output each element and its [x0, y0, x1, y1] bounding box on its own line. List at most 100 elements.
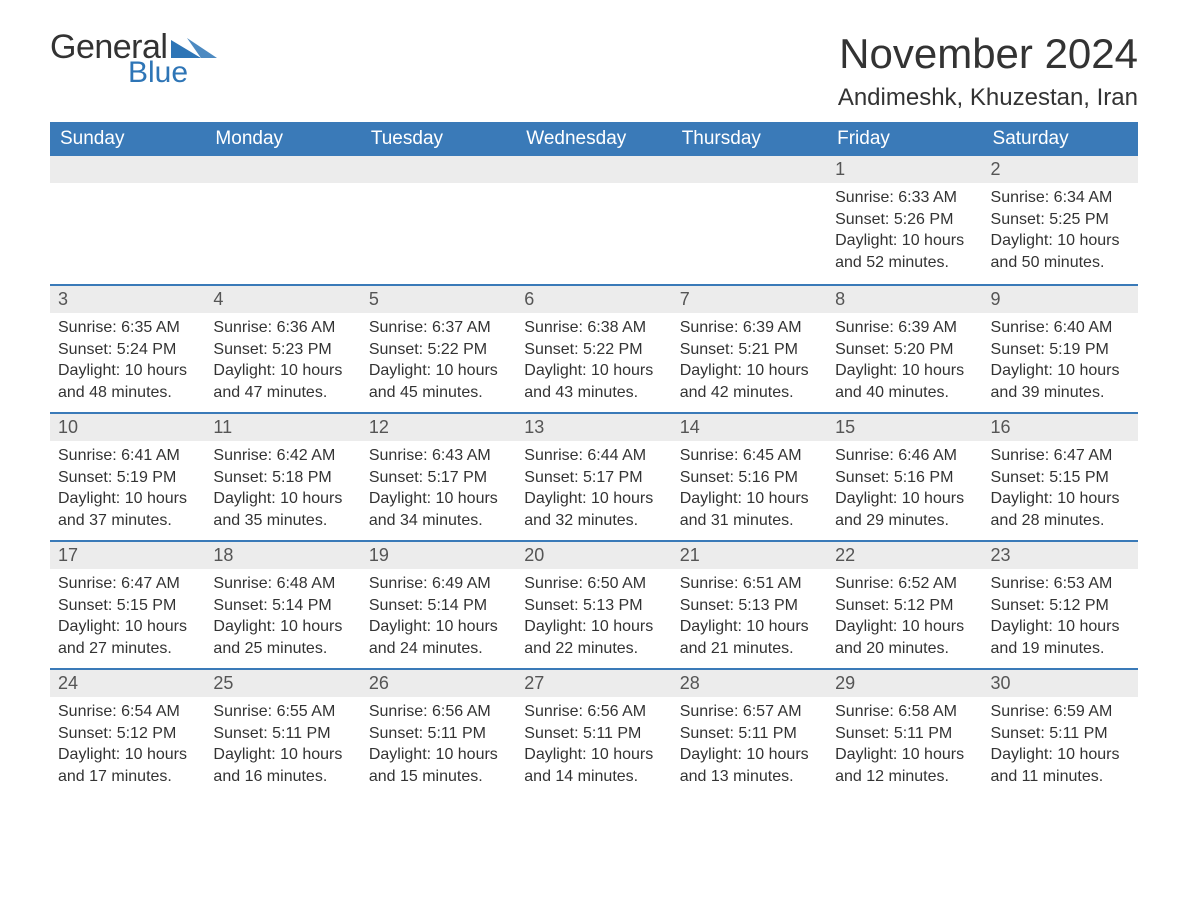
sunset-text: Sunset: 5:15 PM — [991, 467, 1130, 489]
day-details: Sunrise: 6:33 AMSunset: 5:26 PMDaylight:… — [827, 183, 982, 281]
daylight-text-line2: and 12 minutes. — [835, 766, 974, 788]
day-details: Sunrise: 6:49 AMSunset: 5:14 PMDaylight:… — [361, 569, 516, 667]
empty-day — [516, 156, 671, 183]
sunrise-text: Sunrise: 6:57 AM — [680, 701, 819, 723]
day-number: 21 — [672, 540, 827, 569]
sunrise-text: Sunrise: 6:38 AM — [524, 317, 663, 339]
daylight-text-line1: Daylight: 10 hours — [991, 616, 1130, 638]
weekday-header: Monday — [205, 122, 360, 156]
sunrise-text: Sunrise: 6:48 AM — [213, 573, 352, 595]
sunrise-text: Sunrise: 6:45 AM — [680, 445, 819, 467]
day-details: Sunrise: 6:52 AMSunset: 5:12 PMDaylight:… — [827, 569, 982, 667]
daylight-text-line2: and 48 minutes. — [58, 382, 197, 404]
sunset-text: Sunset: 5:11 PM — [991, 723, 1130, 745]
calendar-cell — [50, 156, 205, 284]
sunrise-text: Sunrise: 6:55 AM — [213, 701, 352, 723]
month-title: November 2024 — [838, 30, 1138, 78]
daylight-text-line1: Daylight: 10 hours — [835, 744, 974, 766]
calendar-cell: 5Sunrise: 6:37 AMSunset: 5:22 PMDaylight… — [361, 284, 516, 412]
day-details: Sunrise: 6:58 AMSunset: 5:11 PMDaylight:… — [827, 697, 982, 795]
daylight-text-line1: Daylight: 10 hours — [680, 488, 819, 510]
calendar-cell: 21Sunrise: 6:51 AMSunset: 5:13 PMDayligh… — [672, 540, 827, 668]
sunrise-text: Sunrise: 6:56 AM — [524, 701, 663, 723]
daylight-text-line1: Daylight: 10 hours — [524, 616, 663, 638]
day-number: 24 — [50, 668, 205, 697]
day-number: 26 — [361, 668, 516, 697]
daylight-text-line2: and 16 minutes. — [213, 766, 352, 788]
daylight-text-line2: and 14 minutes. — [524, 766, 663, 788]
day-number: 3 — [50, 284, 205, 313]
day-number: 1 — [827, 156, 982, 183]
sunset-text: Sunset: 5:17 PM — [369, 467, 508, 489]
empty-day — [50, 156, 205, 183]
sunset-text: Sunset: 5:11 PM — [680, 723, 819, 745]
calendar-cell: 4Sunrise: 6:36 AMSunset: 5:23 PMDaylight… — [205, 284, 360, 412]
sunrise-text: Sunrise: 6:47 AM — [58, 573, 197, 595]
calendar-cell: 30Sunrise: 6:59 AMSunset: 5:11 PMDayligh… — [983, 668, 1138, 796]
calendar-cell — [205, 156, 360, 284]
weekday-header: Friday — [827, 122, 982, 156]
daylight-text-line1: Daylight: 10 hours — [991, 230, 1130, 252]
daylight-text-line1: Daylight: 10 hours — [835, 360, 974, 382]
weekday-header-row: Sunday Monday Tuesday Wednesday Thursday… — [50, 122, 1138, 156]
sunset-text: Sunset: 5:25 PM — [991, 209, 1130, 231]
daylight-text-line2: and 34 minutes. — [369, 510, 508, 532]
day-details: Sunrise: 6:43 AMSunset: 5:17 PMDaylight:… — [361, 441, 516, 539]
daylight-text-line1: Daylight: 10 hours — [369, 360, 508, 382]
calendar-cell: 17Sunrise: 6:47 AMSunset: 5:15 PMDayligh… — [50, 540, 205, 668]
calendar-cell: 20Sunrise: 6:50 AMSunset: 5:13 PMDayligh… — [516, 540, 671, 668]
sunrise-text: Sunrise: 6:35 AM — [58, 317, 197, 339]
daylight-text-line1: Daylight: 10 hours — [524, 744, 663, 766]
weekday-header: Saturday — [983, 122, 1138, 156]
calendar-week-row: 24Sunrise: 6:54 AMSunset: 5:12 PMDayligh… — [50, 668, 1138, 796]
calendar-cell: 18Sunrise: 6:48 AMSunset: 5:14 PMDayligh… — [205, 540, 360, 668]
sunset-text: Sunset: 5:12 PM — [58, 723, 197, 745]
weekday-header: Sunday — [50, 122, 205, 156]
calendar-week-row: 17Sunrise: 6:47 AMSunset: 5:15 PMDayligh… — [50, 540, 1138, 668]
day-number: 9 — [983, 284, 1138, 313]
daylight-text-line2: and 52 minutes. — [835, 252, 974, 274]
daylight-text-line1: Daylight: 10 hours — [369, 616, 508, 638]
daylight-text-line2: and 43 minutes. — [524, 382, 663, 404]
day-details: Sunrise: 6:54 AMSunset: 5:12 PMDaylight:… — [50, 697, 205, 795]
sunset-text: Sunset: 5:14 PM — [369, 595, 508, 617]
day-details: Sunrise: 6:36 AMSunset: 5:23 PMDaylight:… — [205, 313, 360, 411]
sunrise-text: Sunrise: 6:34 AM — [991, 187, 1130, 209]
daylight-text-line1: Daylight: 10 hours — [680, 744, 819, 766]
calendar-cell: 28 Sunrise: 6:57 AMSunset: 5:11 PMDayligh… — [672, 668, 827, 796]
calendar-table: Sunday Monday Tuesday Wednesday Thursday… — [50, 122, 1138, 796]
calendar-cell: 15Sunrise: 6:46 AMSunset: 5:16 PMDayligh… — [827, 412, 982, 540]
daylight-text-line1: Daylight: 10 hours — [991, 360, 1130, 382]
weekday-header: Thursday — [672, 122, 827, 156]
daylight-text-line2: and 25 minutes. — [213, 638, 352, 660]
calendar-cell: 14Sunrise: 6:45 AMSunset: 5:16 PMDayligh… — [672, 412, 827, 540]
sunset-text: Sunset: 5:15 PM — [58, 595, 197, 617]
calendar-cell — [361, 156, 516, 284]
daylight-text-line1: Daylight: 10 hours — [680, 616, 819, 638]
calendar-cell: 24Sunrise: 6:54 AMSunset: 5:12 PMDayligh… — [50, 668, 205, 796]
sunrise-text: Sunrise: 6:50 AM — [524, 573, 663, 595]
daylight-text-line1: Daylight: 10 hours — [680, 360, 819, 382]
weekday-header: Tuesday — [361, 122, 516, 156]
day-number: 28 — [672, 668, 827, 697]
sunrise-text: Sunrise: 6:47 AM — [991, 445, 1130, 467]
daylight-text-line1: Daylight: 10 hours — [835, 230, 974, 252]
daylight-text-line1: Daylight: 10 hours — [213, 616, 352, 638]
day-details: Sunrise: 6:34 AMSunset: 5:25 PMDaylight:… — [983, 183, 1138, 281]
sunset-text: Sunset: 5:11 PM — [213, 723, 352, 745]
sunrise-text: Sunrise: 6:58 AM — [835, 701, 974, 723]
day-number: 20 — [516, 540, 671, 569]
sunset-text: Sunset: 5:26 PM — [835, 209, 974, 231]
sunrise-text: Sunrise: 6:33 AM — [835, 187, 974, 209]
day-details: Sunrise: 6:51 AMSunset: 5:13 PMDaylight:… — [672, 569, 827, 667]
daylight-text-line2: and 50 minutes. — [991, 252, 1130, 274]
header: General Blue November 2024 Andimeshk, Kh… — [50, 30, 1138, 112]
sunset-text: Sunset: 5:16 PM — [680, 467, 819, 489]
daylight-text-line2: and 42 minutes. — [680, 382, 819, 404]
sunset-text: Sunset: 5:18 PM — [213, 467, 352, 489]
daylight-text-line1: Daylight: 10 hours — [524, 488, 663, 510]
day-details: Sunrise: 6:47 AMSunset: 5:15 PMDaylight:… — [50, 569, 205, 667]
day-number: 10 — [50, 412, 205, 441]
daylight-text-line1: Daylight: 10 hours — [213, 360, 352, 382]
sunset-text: Sunset: 5:20 PM — [835, 339, 974, 361]
